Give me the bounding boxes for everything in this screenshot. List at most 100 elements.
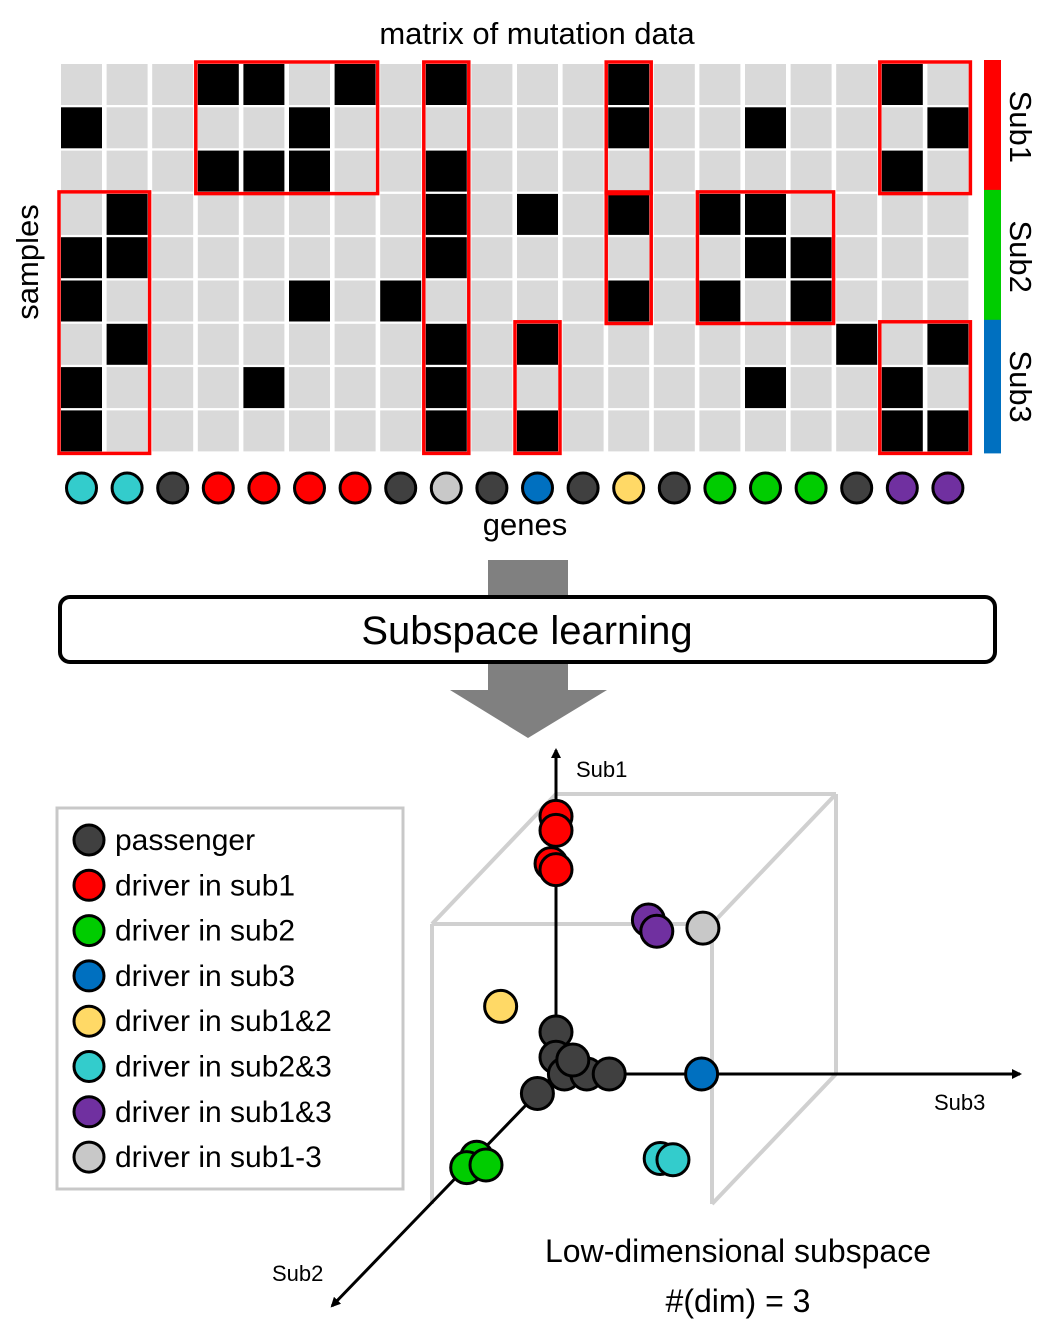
mutated-cell bbox=[608, 193, 650, 235]
mutated-cell bbox=[425, 150, 467, 192]
empty-cell bbox=[197, 367, 239, 409]
gene-dot bbox=[156, 471, 190, 505]
empty-cell bbox=[243, 410, 285, 452]
mutated-cell bbox=[745, 237, 786, 279]
empty-cell bbox=[106, 367, 148, 409]
empty-cell bbox=[562, 410, 604, 452]
gene-dot bbox=[110, 471, 144, 505]
mutated-cell bbox=[243, 367, 285, 409]
mutated-cell bbox=[289, 280, 330, 322]
empty-cell bbox=[790, 150, 832, 192]
empty-cell bbox=[836, 280, 878, 322]
legend-marker bbox=[72, 959, 106, 993]
gene-point bbox=[639, 913, 675, 949]
empty-cell bbox=[517, 107, 558, 149]
process-box bbox=[58, 595, 997, 664]
empty-cell bbox=[289, 367, 330, 409]
subspace-points bbox=[449, 798, 721, 1186]
empty-cell bbox=[243, 323, 285, 365]
empty-cell bbox=[380, 367, 422, 409]
mutated-cell bbox=[425, 237, 467, 279]
empty-cell bbox=[471, 280, 513, 322]
gene-dot bbox=[521, 471, 554, 505]
empty-cell bbox=[790, 107, 832, 149]
empty-cell bbox=[653, 107, 695, 149]
empty-cell bbox=[653, 410, 695, 452]
empty-cell bbox=[471, 410, 513, 452]
gene-dot bbox=[703, 471, 737, 505]
subgroup-bar bbox=[984, 319, 1001, 454]
gene-point bbox=[685, 910, 721, 946]
highlight-block bbox=[194, 60, 380, 196]
mutated-cell bbox=[517, 410, 558, 452]
empty-cell bbox=[836, 237, 878, 279]
empty-cell bbox=[517, 367, 558, 409]
empty-cell bbox=[243, 107, 285, 149]
axis-label-sub3: Sub3 bbox=[934, 1090, 985, 1115]
empty-cell bbox=[471, 237, 513, 279]
gene-dot bbox=[384, 471, 418, 505]
gene-dot bbox=[338, 471, 372, 505]
empty-cell bbox=[425, 280, 467, 322]
gene-dot bbox=[931, 471, 965, 505]
empty-cell bbox=[562, 237, 604, 279]
empty-cell bbox=[745, 323, 786, 365]
empty-cell bbox=[471, 107, 513, 149]
empty-cell bbox=[517, 150, 558, 192]
empty-cell bbox=[699, 410, 741, 452]
empty-cell bbox=[517, 280, 558, 322]
empty-cell bbox=[334, 410, 376, 452]
mutated-cell bbox=[61, 280, 102, 322]
subgroup-bar bbox=[984, 189, 1001, 324]
highlight-blocks bbox=[57, 60, 973, 456]
cube-edge bbox=[710, 792, 838, 926]
empty-cell bbox=[152, 64, 194, 105]
empty-cell bbox=[152, 280, 194, 322]
empty-cell bbox=[243, 237, 285, 279]
legend-label: driver in sub1&2 bbox=[115, 1005, 332, 1038]
axis-sub2 bbox=[330, 1072, 558, 1308]
empty-cell bbox=[927, 64, 969, 105]
highlight-block bbox=[604, 190, 653, 326]
subgroup-label: Sub3 bbox=[1003, 350, 1038, 422]
empty-cell bbox=[745, 150, 786, 192]
axis-label-sub1: Sub1 bbox=[576, 757, 627, 782]
empty-cell bbox=[152, 367, 194, 409]
gene-point bbox=[538, 812, 574, 848]
subgroup-bars: Sub1 Sub2 Sub3 bbox=[984, 60, 1038, 454]
mutated-cell bbox=[927, 107, 969, 149]
empty-cell bbox=[927, 150, 969, 192]
empty-cell bbox=[152, 323, 194, 365]
empty-cell bbox=[106, 64, 148, 105]
empty-cell bbox=[562, 323, 604, 365]
highlight-block bbox=[422, 60, 471, 456]
legend-marker bbox=[72, 1095, 106, 1129]
mutated-cell bbox=[608, 107, 650, 149]
mutated-cell bbox=[517, 193, 558, 235]
cube-edge bbox=[710, 1072, 838, 1206]
mutated-cell bbox=[197, 64, 239, 105]
mutated-cell bbox=[425, 323, 467, 365]
empty-cell bbox=[197, 237, 239, 279]
empty-cell bbox=[61, 323, 102, 365]
empty-cell bbox=[197, 323, 239, 365]
empty-cell bbox=[562, 280, 604, 322]
empty-cell bbox=[61, 150, 102, 192]
gene-point bbox=[468, 1147, 504, 1183]
highlight-block bbox=[513, 320, 562, 456]
empty-cell bbox=[106, 410, 148, 452]
mutated-cell bbox=[745, 193, 786, 235]
subspace-axes bbox=[330, 748, 1022, 1308]
empty-cell bbox=[334, 150, 376, 192]
empty-cell bbox=[790, 193, 832, 235]
empty-cell bbox=[927, 193, 969, 235]
mutated-cell bbox=[745, 107, 786, 149]
empty-cell bbox=[608, 410, 650, 452]
mutated-cell bbox=[243, 150, 285, 192]
empty-cell bbox=[471, 150, 513, 192]
empty-cell bbox=[699, 367, 741, 409]
empty-cell bbox=[380, 237, 422, 279]
empty-cell bbox=[152, 107, 194, 149]
gene-dot bbox=[657, 471, 691, 505]
mutated-cell bbox=[881, 150, 923, 192]
